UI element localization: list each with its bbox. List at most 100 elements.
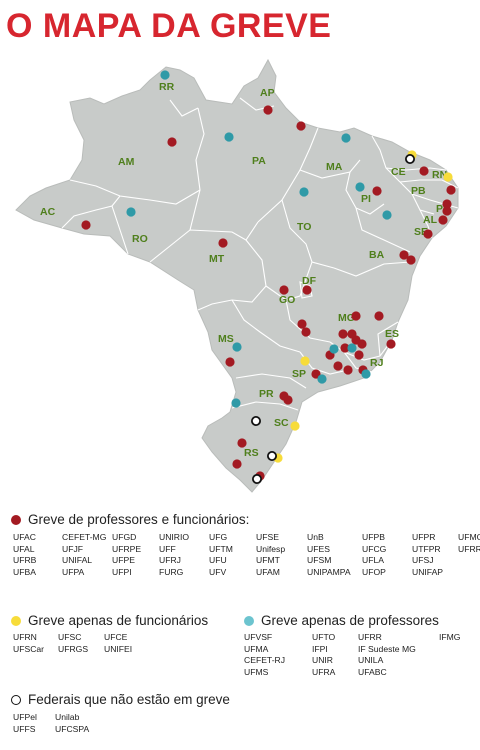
hollow-dot-icon <box>11 694 21 705</box>
university-name: UNILA <box>358 655 384 666</box>
university-name: UFPR <box>412 532 436 542</box>
state-label-am: AM <box>118 156 135 168</box>
university-name: UFCE <box>104 632 128 642</box>
strike-staff-dot <box>443 172 453 182</box>
strike-professors-dot <box>329 344 339 354</box>
strike-staff-dot <box>300 356 310 366</box>
state-label-rs: RS <box>244 447 259 459</box>
strike-both-dot <box>263 105 273 115</box>
legend-professors: Greve apenas de professores <box>244 613 439 628</box>
university-name: UFFS <box>13 723 36 734</box>
strike-both-dot <box>302 285 312 295</box>
state-label-go: GO <box>279 294 295 306</box>
university-name: UTFPR <box>412 543 441 554</box>
legend-professors-list: UFVSF UFMA CEFET-RJ UFMS UFTO IFPI UNIR UFRA UFR… <box>244 632 479 679</box>
university-name: UFRN <box>13 632 37 642</box>
state-label-pr: PR <box>259 388 274 400</box>
state-label-pb: PB <box>411 185 426 197</box>
strike-both-dot <box>372 186 382 196</box>
strike-professors-dot <box>160 70 170 80</box>
strike-both-dot <box>442 206 452 216</box>
state-label-es: ES <box>385 328 399 340</box>
strike-professors-dot <box>299 187 309 197</box>
state-label-pa: PA <box>252 155 266 167</box>
university-name: UFRRJ <box>458 543 480 554</box>
legend-not-on-strike: Federais que não estão em greve <box>11 692 230 707</box>
university-name: UFSE <box>256 532 279 542</box>
university-name: UFPA <box>62 567 85 578</box>
strike-professors-dot <box>231 398 241 408</box>
university-name: UFTM <box>209 543 233 554</box>
university-name: IFMG <box>439 632 461 642</box>
strike-professors-dot <box>355 182 365 192</box>
state-label-ce: CE <box>391 166 406 178</box>
teal-dot-icon <box>244 615 254 626</box>
not-on-strike-dot <box>251 473 262 484</box>
university-name: UFV <box>209 567 227 578</box>
university-name: UFVSF <box>244 632 273 642</box>
strike-both-dot <box>301 327 311 337</box>
university-name: UFSJ <box>412 555 434 566</box>
legend-staff: Greve apenas de funcionários <box>11 613 208 628</box>
legend-professors-label: Greve apenas de professores <box>261 613 439 628</box>
university-name: CEFET-MG <box>62 532 107 542</box>
university-name: UFMT <box>256 555 280 566</box>
university-name: UNIPAMPA <box>307 567 351 578</box>
strike-both-dot <box>354 350 364 360</box>
strike-both-dot <box>225 357 235 367</box>
university-name: UFES <box>307 543 330 554</box>
state-label-ac: AC <box>40 206 56 218</box>
brazil-outline <box>15 58 459 493</box>
brazil-map: RRAPAMPAMACERNPBPEALSEPIACROTOBAMTDFGOMG… <box>15 58 459 493</box>
university-name: UFAL <box>13 543 35 554</box>
strike-professors-dot <box>382 210 392 220</box>
university-name: UFPel <box>13 712 37 722</box>
state-label-rn: RN <box>432 169 447 181</box>
strike-both-dot <box>232 459 242 469</box>
strike-professors-dot <box>317 374 327 384</box>
strike-both-dot <box>333 361 343 371</box>
university-name: UFLA <box>362 555 384 566</box>
state-label-to: TO <box>297 221 311 233</box>
state-label-ap: AP <box>260 87 275 99</box>
state-label-ma: MA <box>326 161 343 173</box>
strike-both-dot <box>218 238 228 248</box>
strike-both-dot <box>297 319 307 329</box>
strike-both-dot <box>442 199 452 209</box>
legend-not-on-strike-label: Federais que não estão em greve <box>28 692 230 707</box>
strike-both-dot <box>296 121 306 131</box>
university-name: UFPE <box>112 555 135 566</box>
state-label-mt: MT <box>209 253 225 265</box>
university-name: UFAC <box>13 532 36 542</box>
university-name: CEFET-RJ <box>244 655 286 666</box>
legend-staff-label: Greve apenas de funcionários <box>28 613 209 628</box>
university-name: UFRR <box>358 632 382 642</box>
university-name: IFPI <box>312 643 328 654</box>
university-name: UFU <box>209 555 227 566</box>
university-name: UnB <box>307 532 324 542</box>
red-dot-icon <box>11 514 21 525</box>
university-name: Unifesp <box>256 543 286 554</box>
page-title: O MAPA DA GREVE <box>6 7 332 45</box>
university-name: UFSC <box>58 632 82 642</box>
legend-staff-list: UFRN UFSCar UFSC UFRGS UFCE UNIFEI <box>13 632 149 655</box>
university-name: UFCG <box>362 543 387 554</box>
strike-professors-dot <box>232 342 242 352</box>
university-name: UFRGS <box>58 643 89 654</box>
not-on-strike-dot <box>266 450 277 461</box>
strike-both-dot <box>340 343 350 353</box>
university-name: UFAM <box>256 567 280 578</box>
strike-both-dot <box>386 339 396 349</box>
state-label-ba: BA <box>369 249 385 261</box>
university-name: IF Sudeste MG <box>358 643 416 654</box>
state-label-sp: SP <box>292 368 306 380</box>
strike-both-dot <box>237 438 247 448</box>
university-name: UFRA <box>312 667 336 678</box>
university-name: UFABC <box>358 667 387 678</box>
state-label-rr: RR <box>159 81 175 93</box>
university-name: UNIFAL <box>62 555 93 566</box>
university-name: FURG <box>159 567 184 578</box>
strike-both-dot <box>351 311 361 321</box>
state-label-al: AL <box>423 214 438 226</box>
strike-both-dot <box>399 250 409 260</box>
